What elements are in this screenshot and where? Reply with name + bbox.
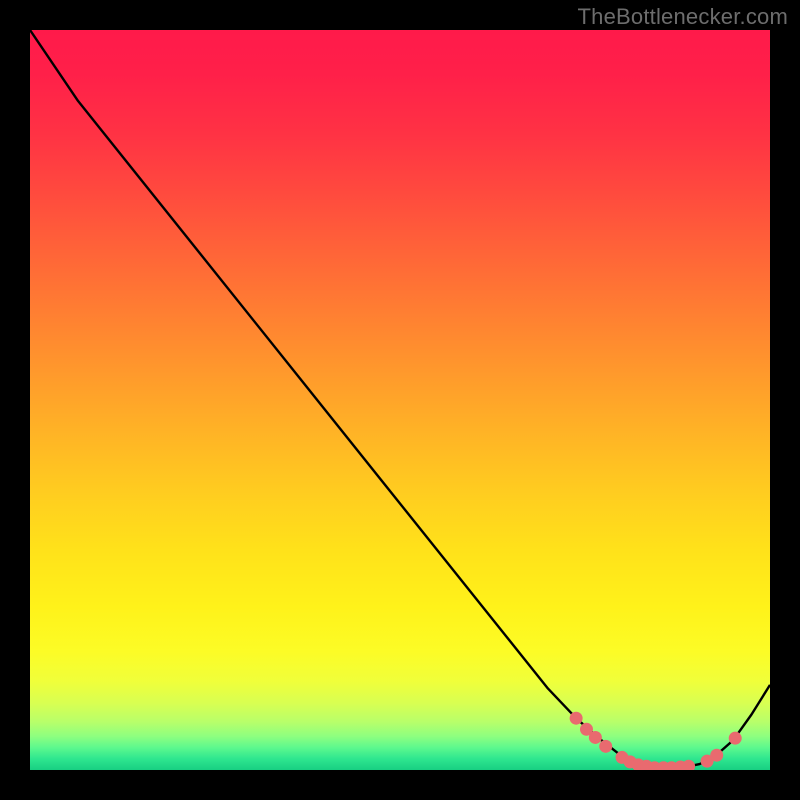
data-marker [570,712,583,725]
bottleneck-curve-chart [30,30,770,770]
data-marker [599,740,612,753]
plot-area [30,30,770,770]
watermark-label: TheBottlenecker.com [578,4,788,30]
data-marker [589,731,602,744]
data-marker [729,732,742,745]
gradient-background [30,30,770,770]
data-marker [710,749,723,762]
chart-container: TheBottlenecker.com [0,0,800,800]
